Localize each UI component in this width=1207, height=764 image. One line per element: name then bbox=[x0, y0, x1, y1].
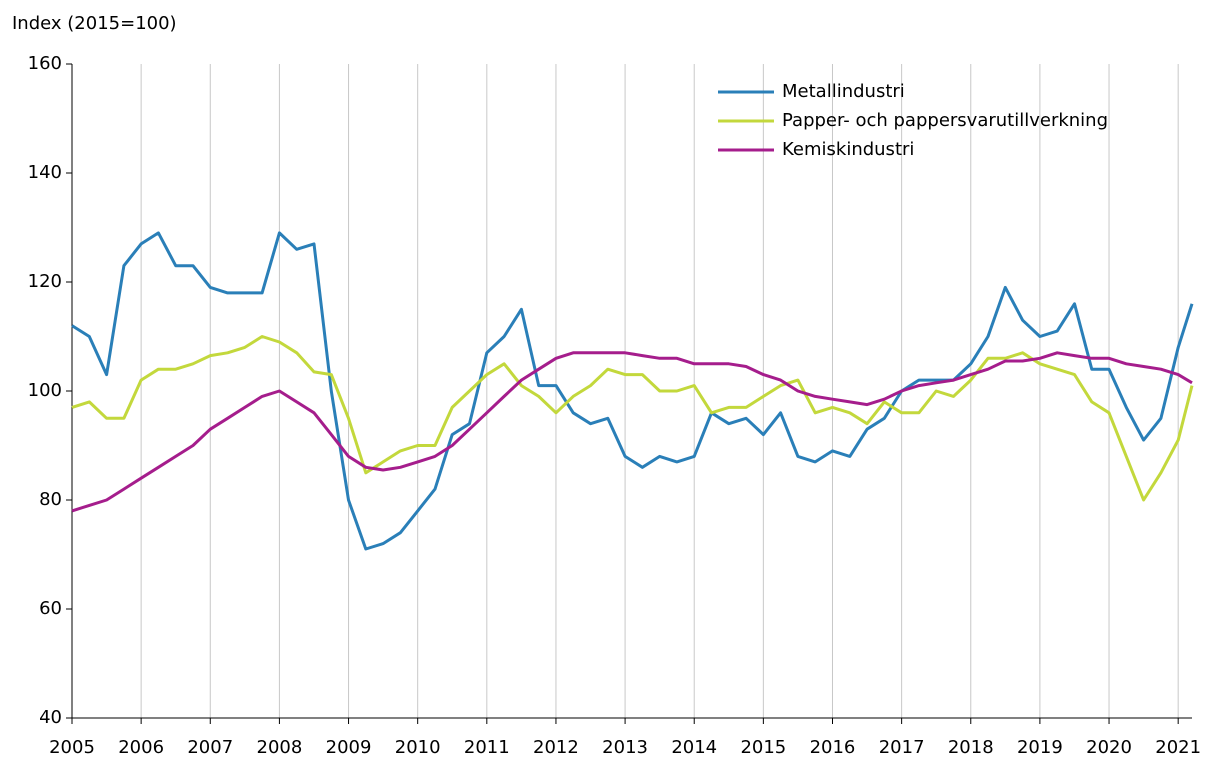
x-tick-label: 2005 bbox=[49, 737, 95, 758]
x-tick-label: 2020 bbox=[1086, 737, 1132, 758]
line bbox=[71, 231, 1194, 551]
x-tick-label: 2014 bbox=[671, 737, 717, 758]
x-tick-label: 2010 bbox=[395, 737, 441, 758]
x-tick-label: 2007 bbox=[187, 737, 233, 758]
x-tick-label: 2015 bbox=[740, 737, 786, 758]
x-tick-label: 2008 bbox=[257, 737, 303, 758]
y-tick-label: 80 bbox=[39, 489, 62, 510]
line bbox=[71, 351, 1193, 513]
y-tick-label: 40 bbox=[39, 707, 62, 728]
x-tick-label: 2011 bbox=[464, 737, 510, 758]
y-tick-label: 140 bbox=[28, 162, 62, 183]
x-tick-label: 2019 bbox=[1017, 737, 1063, 758]
y-axis-label: Index (2015=100) bbox=[12, 13, 177, 34]
x-tick-label: 2021 bbox=[1155, 737, 1201, 758]
legend-label: Metallindustri bbox=[782, 81, 905, 102]
x-tick-label: 2009 bbox=[326, 737, 372, 758]
x-tick-label: 2012 bbox=[533, 737, 579, 758]
x-tick-label: 2013 bbox=[602, 737, 648, 758]
y-tick-label: 160 bbox=[28, 53, 62, 74]
x-tick-label: 2017 bbox=[879, 737, 925, 758]
x-tick-label: 2018 bbox=[948, 737, 994, 758]
y-tick-label: 100 bbox=[28, 380, 62, 401]
legend-label: Papper- och pappersvarutillverkning bbox=[782, 110, 1108, 131]
y-tick-label: 120 bbox=[28, 271, 62, 292]
y-tick-label: 60 bbox=[39, 598, 62, 619]
line bbox=[71, 335, 1194, 502]
legend-label: Kemiskindustri bbox=[782, 139, 914, 160]
x-tick-label: 2016 bbox=[810, 737, 856, 758]
x-tick-label: 2006 bbox=[118, 737, 164, 758]
